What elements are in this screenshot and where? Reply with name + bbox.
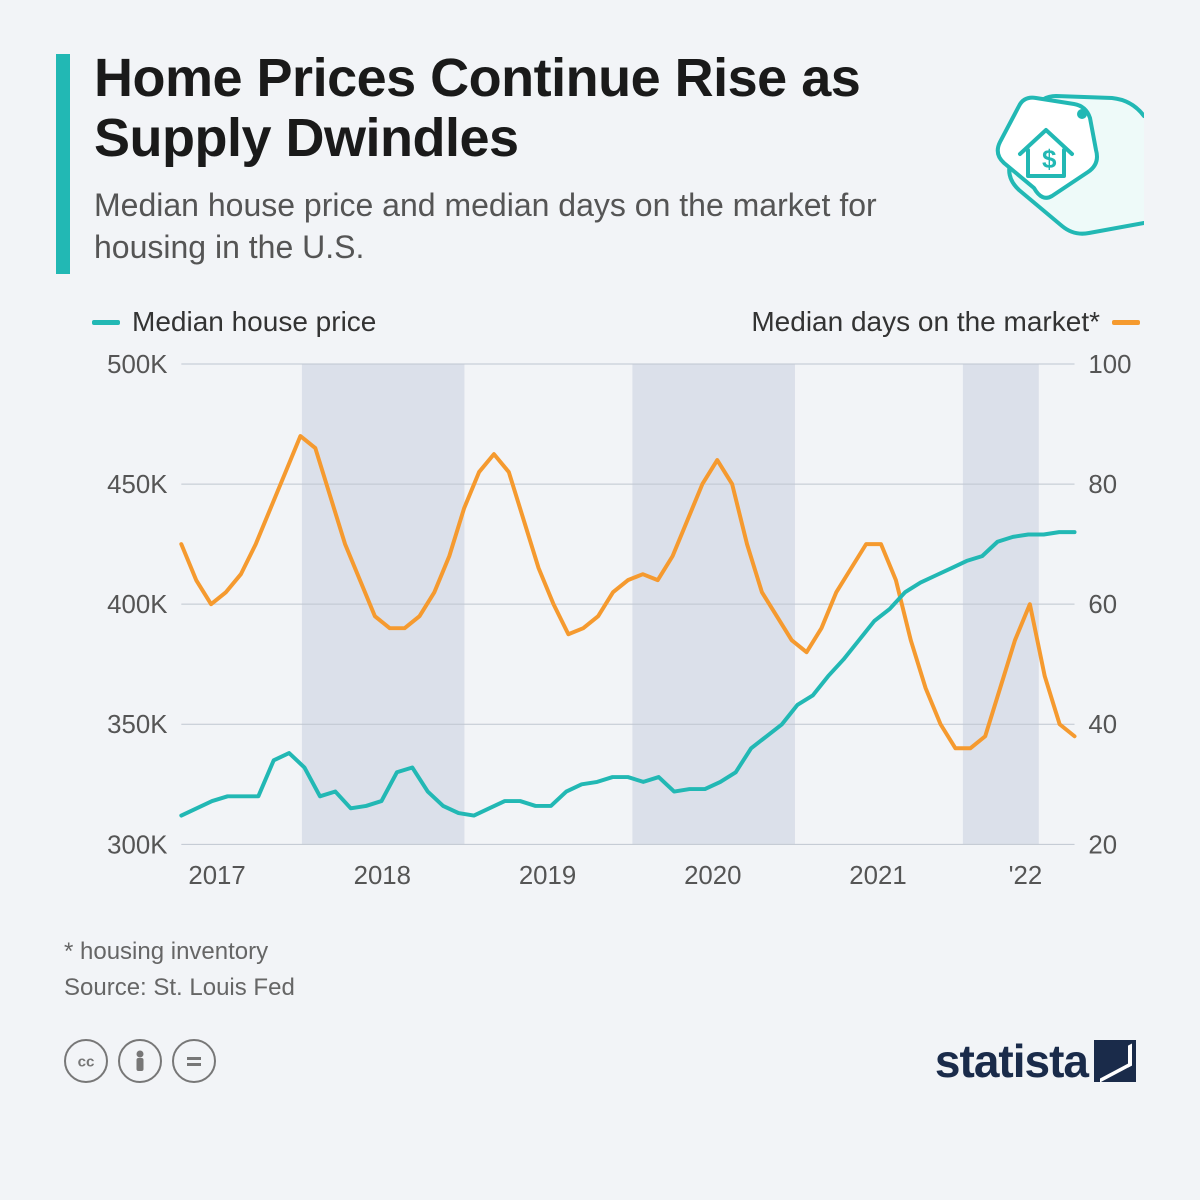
accent-bar: [56, 54, 70, 274]
svg-text:450K: 450K: [107, 471, 167, 499]
house-price-tag-icon: $: [934, 68, 1144, 238]
svg-text:500K: 500K: [107, 351, 167, 379]
page-title: Home Prices Continue Rise as Supply Dwin…: [94, 48, 910, 169]
statista-logo: statista: [935, 1034, 1136, 1088]
license-icons: cc: [64, 1039, 216, 1083]
svg-text:60: 60: [1088, 591, 1117, 619]
svg-text:20: 20: [1088, 831, 1117, 859]
svg-text:80: 80: [1088, 471, 1117, 499]
svg-text:2018: 2018: [354, 862, 411, 890]
svg-text:40: 40: [1088, 711, 1117, 739]
svg-text:2019: 2019: [519, 862, 576, 890]
svg-text:300K: 300K: [107, 831, 167, 859]
svg-text:350K: 350K: [107, 711, 167, 739]
legend-label-right: Median days on the market*: [751, 306, 1100, 338]
chart-legend: Median house price Median days on the ma…: [56, 306, 1144, 338]
brand-mark-icon: [1094, 1040, 1136, 1082]
footnote-source: Source: St. Louis Fed: [64, 970, 1144, 1006]
legend-dash-orange: [1112, 320, 1140, 325]
legend-item-days: Median days on the market*: [751, 306, 1140, 338]
legend-item-price: Median house price: [92, 306, 376, 338]
no-derivatives-icon: [172, 1039, 216, 1083]
footnote-definition: * housing inventory: [64, 934, 1144, 970]
svg-text:100: 100: [1088, 351, 1131, 379]
dual-axis-line-chart: 300K 20 350K 40 400K 60 450K 80 500K 100 2017 2018 2…: [92, 346, 1144, 906]
brand-text: statista: [935, 1034, 1088, 1088]
legend-dash-teal: [92, 320, 120, 325]
svg-text:2020: 2020: [684, 862, 741, 890]
svg-text:2021: 2021: [849, 862, 906, 890]
chart-footnote: * housing inventory Source: St. Louis Fe…: [64, 934, 1144, 1006]
page-subtitle: Median house price and median days on th…: [94, 185, 910, 268]
svg-text:$: $: [1042, 144, 1057, 174]
cc-icon: cc: [64, 1039, 108, 1083]
attribution-icon: [118, 1039, 162, 1083]
svg-text:400K: 400K: [107, 591, 167, 619]
legend-label-left: Median house price: [132, 306, 376, 338]
svg-text:'22: '22: [1009, 862, 1043, 890]
svg-text:cc: cc: [78, 1053, 95, 1070]
svg-text:2017: 2017: [188, 862, 245, 890]
